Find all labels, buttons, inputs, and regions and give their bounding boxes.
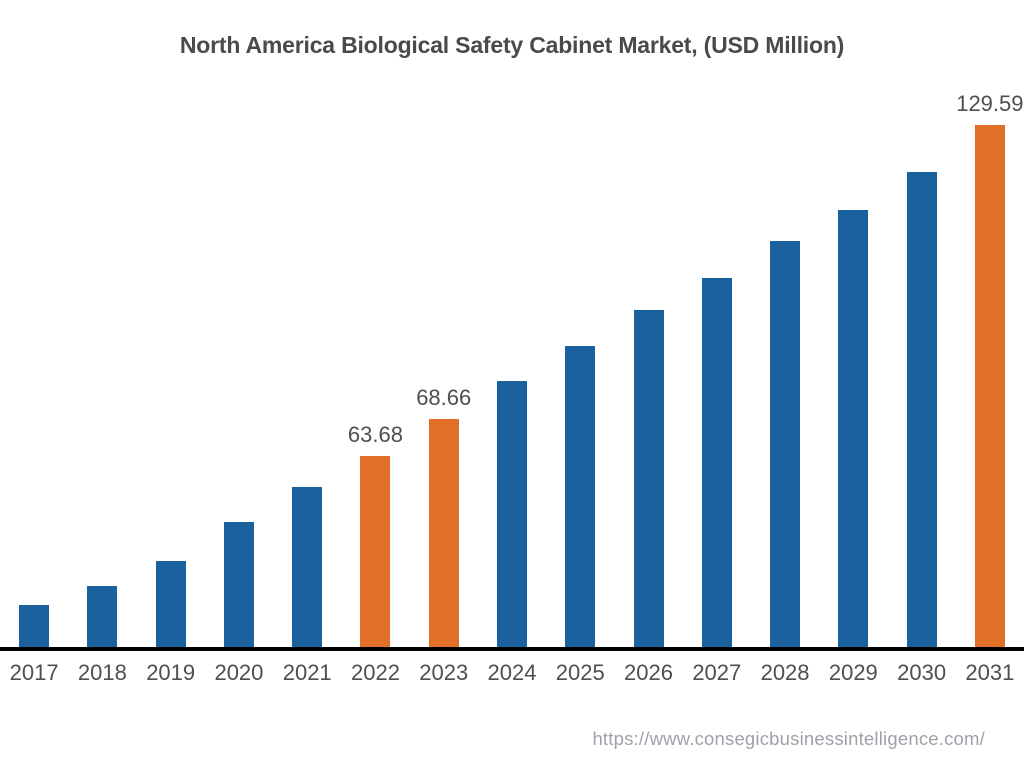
x-tick-label-2021: 2021: [282, 660, 332, 685]
bar-2030: [906, 172, 937, 647]
bar-value-label-2022: 63.68: [347, 422, 403, 447]
bar-2026: [633, 310, 664, 647]
bar-2029: [838, 210, 869, 647]
bar-2031: [974, 125, 1005, 647]
bar-2028: [770, 241, 801, 647]
bar-2018: [87, 586, 118, 647]
bar-column-2029: [819, 210, 887, 647]
x-tick-label-2022: 2022: [350, 660, 400, 685]
bar-column-2020: [205, 522, 273, 647]
x-tick-label-2026: 2026: [624, 660, 673, 685]
bar-column-2022: 63.68: [341, 422, 409, 647]
x-tick-label-2017: 2017: [9, 660, 59, 685]
x-tick-label-2027: 2027: [692, 660, 742, 685]
bar-2024: [496, 381, 527, 647]
plot-area: 63.68 68.66 129.59 2017 2018 2019 2020 2021 202…: [0, 59, 1024, 686]
bar-column-2026: [614, 310, 682, 647]
bar-2027: [701, 278, 732, 647]
x-tick-label-2025: 2025: [555, 660, 605, 685]
bars-row: 63.68 68.66 129.59: [0, 59, 1024, 647]
bar-value-label-2023: 68.66: [416, 385, 472, 410]
x-tick-label-2018: 2018: [77, 660, 127, 685]
bar-2023: [428, 419, 459, 647]
bar-2020: [223, 522, 254, 647]
bar-column-2019: [137, 561, 205, 647]
bar-2022: [360, 456, 391, 647]
bar-column-2027: [683, 278, 751, 647]
x-tick-label-2028: 2028: [760, 660, 810, 685]
x-tick-label-2023: 2023: [419, 660, 469, 685]
bar-2017: [19, 605, 50, 647]
bar-column-2023: 68.66: [410, 385, 478, 647]
x-tick-label-2024: 2024: [487, 660, 537, 685]
bar-column-2018: [68, 586, 136, 647]
bar-column-2030: [887, 172, 955, 647]
x-tick-label-2020: 2020: [214, 660, 264, 685]
x-axis-labels: 2017 2018 2019 2020 2021 2022 2023 2024 2025 2026…: [0, 651, 1024, 686]
bar-2025: [565, 346, 596, 647]
x-tick-label-2031: 2031: [965, 660, 1015, 685]
bar-value-label-2031: 129.59: [956, 91, 1024, 116]
x-tick-label-2019: 2019: [146, 660, 196, 685]
bar-column-2021: [273, 487, 341, 647]
x-axis-line: [0, 647, 1024, 651]
bar-column-2017: [0, 605, 68, 647]
bar-2019: [155, 561, 186, 647]
bar-column-2028: [751, 241, 819, 647]
chart-title: North America Biological Safety Cabinet …: [179, 32, 845, 58]
bar-column-2024: [478, 381, 546, 647]
source-url: https://www.consegicbusinessintelligence…: [592, 728, 985, 749]
x-tick-label-2030: 2030: [897, 660, 947, 685]
bar-2021: [292, 487, 323, 647]
x-tick-label-2029: 2029: [828, 660, 878, 685]
bar-column-2025: [546, 346, 614, 647]
bar-column-2031: 129.59: [956, 91, 1024, 647]
